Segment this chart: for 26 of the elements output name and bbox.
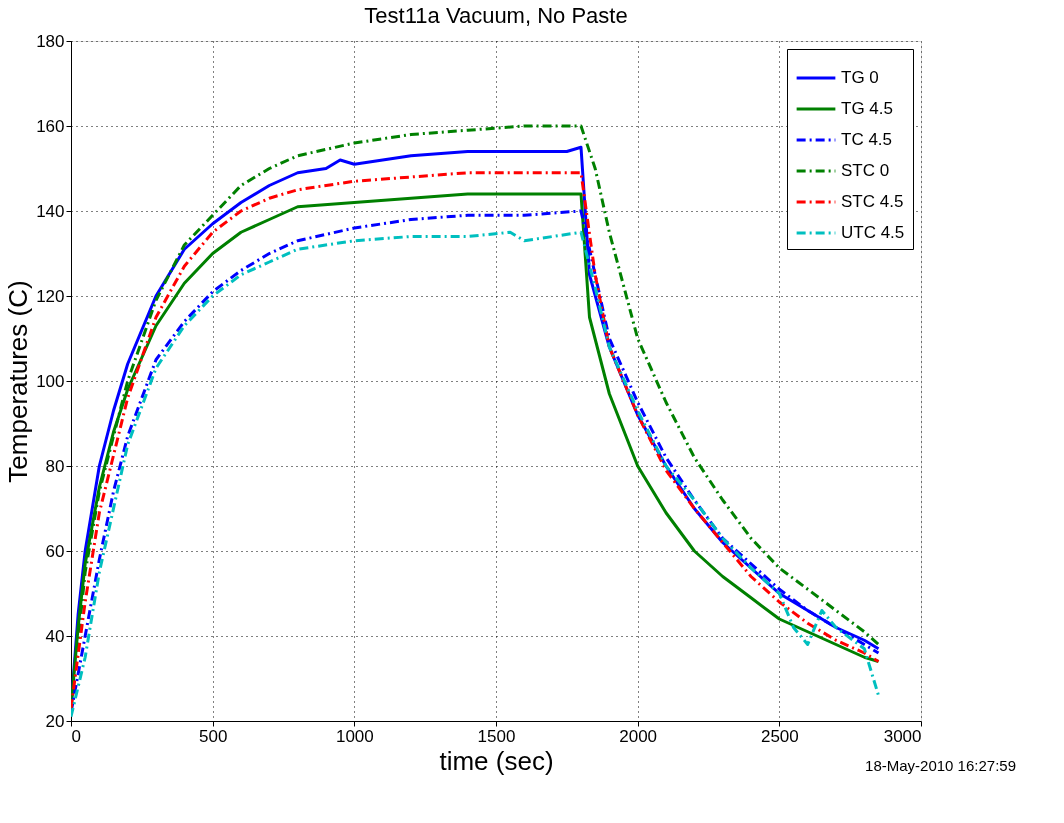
y-tick-label: 180 [36, 31, 65, 51]
x-tick-label: 2000 [619, 726, 658, 746]
x-tick-label: 2500 [760, 726, 799, 746]
x-tick-label: 3000 [883, 726, 922, 746]
y-tick-label: 120 [36, 286, 65, 306]
legend-label: TG 4.5 [841, 99, 893, 118]
x-tick-label: 1000 [335, 726, 374, 746]
y-axis-title: Temperatures (C) [3, 280, 34, 483]
x-tick-label: 0 [71, 726, 81, 746]
y-tick-label: 140 [36, 201, 65, 221]
y-tick-label: 40 [45, 626, 65, 646]
legend-label: STC 4.5 [841, 192, 904, 211]
legend-label: UTC 4.5 [841, 223, 905, 242]
y-tick-label: 20 [45, 711, 65, 731]
y-tick-label: 100 [36, 371, 65, 391]
legend-label: TC 4.5 [841, 130, 893, 149]
y-tick-label: 60 [45, 541, 65, 561]
text: 18-May-2010 16:27:59 [865, 757, 1016, 774]
x-tick-label: 500 [198, 726, 228, 746]
chart-title: Test11a Vacuum, No Paste [364, 3, 628, 28]
legend-label: TG 0 [841, 68, 879, 87]
x-tick-label: 1500 [477, 726, 516, 746]
y-tick-label: 80 [45, 456, 65, 476]
legend-label: STC 0 [841, 161, 890, 180]
y-tick-label: 160 [36, 116, 65, 136]
x-axis-title: time (sec) [439, 745, 554, 776]
